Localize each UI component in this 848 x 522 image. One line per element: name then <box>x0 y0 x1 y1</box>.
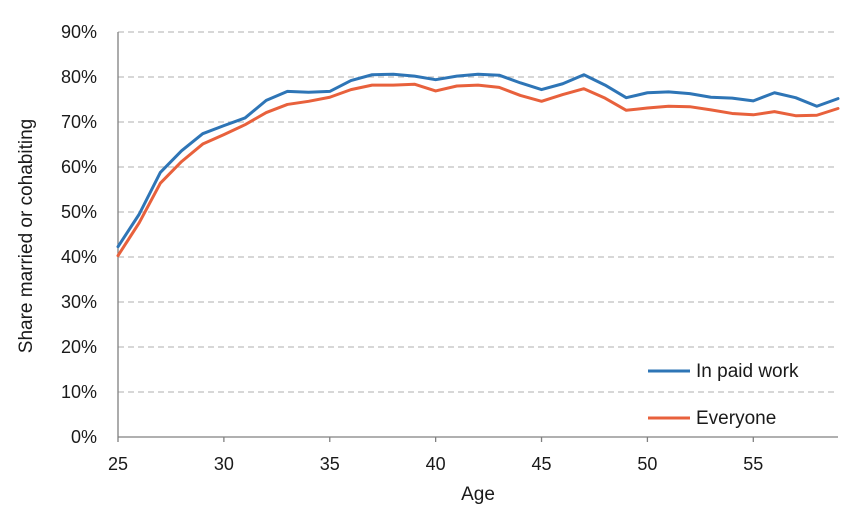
x-tick-label: 55 <box>743 454 763 474</box>
series-lines <box>116 72 840 258</box>
series-line-everyone <box>116 82 840 258</box>
x-tick-label: 50 <box>637 454 657 474</box>
legend: In paid work Everyone <box>648 361 799 429</box>
y-tick-label: 10% <box>61 382 97 402</box>
axes <box>117 32 838 442</box>
y-tick-label: 90% <box>61 22 97 42</box>
y-tick-label: 70% <box>61 112 97 132</box>
y-axis-title: Share married or cohabiting <box>16 119 37 353</box>
y-tick-labels: 0% 10% 20% 30% 40% 50% 60% 70% 80% 90% <box>61 22 97 447</box>
y-tick-label: 40% <box>61 247 97 267</box>
y-tick-label: 0% <box>71 427 97 447</box>
x-tick-label: 25 <box>108 454 128 474</box>
y-tick-label: 60% <box>61 157 97 177</box>
x-tick-label: 45 <box>532 454 552 474</box>
x-tick-label: 35 <box>320 454 340 474</box>
y-tick-label: 80% <box>61 67 97 87</box>
series-line-in-paid-work <box>116 72 840 249</box>
y-tick-label: 20% <box>61 337 97 357</box>
y-tick-label: 30% <box>61 292 97 312</box>
x-tick-labels: 25 30 35 40 45 50 55 <box>108 454 763 474</box>
y-tick-label: 50% <box>61 202 97 222</box>
legend-label: Everyone <box>696 408 776 429</box>
x-tick-label: 30 <box>214 454 234 474</box>
x-axis-title: Age <box>461 484 495 505</box>
legend-label: In paid work <box>696 361 799 382</box>
x-tick-label: 40 <box>426 454 446 474</box>
